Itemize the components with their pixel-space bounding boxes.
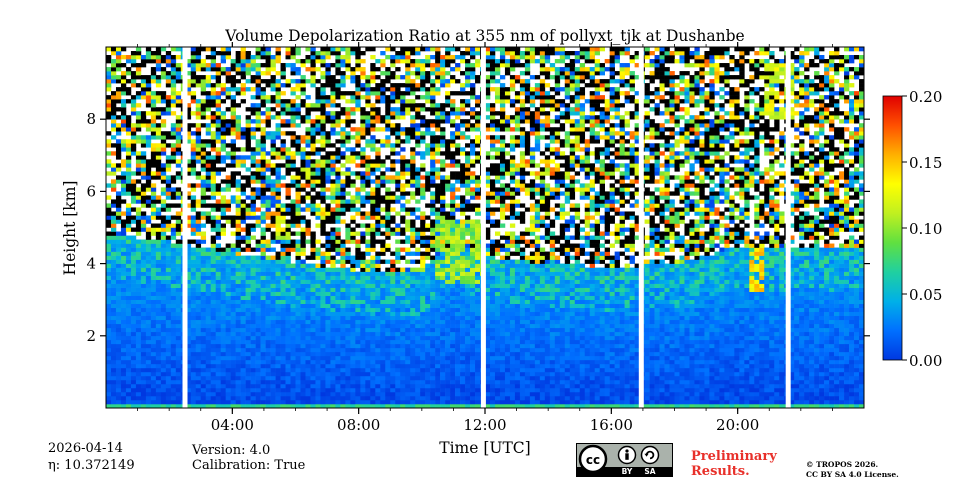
eta-label: η: 10.372149 [48, 458, 135, 473]
colorbar-tick-label: 0.15 [909, 154, 942, 172]
date-label: 2026-04-14 [48, 441, 123, 456]
sa-icon [640, 445, 660, 465]
x-axis-ticks: 04:00 08:00 12:00 16:00 20:00 [137, 42, 833, 434]
plot-area [106, 47, 865, 409]
cc-by-sa-badge: cc BY SA [576, 443, 673, 477]
y-axis-label: Height [km] [61, 181, 79, 276]
x-axis-label: Time [UTC] [439, 439, 530, 457]
sa-text: SA [644, 467, 655, 476]
data-gaps [182, 47, 791, 408]
preliminary-results-label: Preliminary Results. [691, 449, 777, 479]
preliminary-line-2: Results. [691, 464, 750, 479]
data-gap [785, 47, 791, 408]
cc-icon [578, 444, 608, 474]
y-tick-label: 8 [86, 110, 96, 128]
x-tick-label: 20:00 [716, 416, 759, 434]
cc-text: cc [586, 453, 600, 467]
license-label: © TROPOS 2026. CC BY SA 4.0 License. [806, 460, 899, 480]
y-axis-ticks: 2 4 6 8 [86, 110, 870, 345]
preliminary-line-1: Preliminary [691, 449, 777, 464]
data-gap [480, 47, 486, 408]
colorbar-tick-label: 0.00 [909, 352, 942, 370]
by-text: BY [622, 467, 633, 476]
calibration-label: Calibration: True [192, 458, 306, 473]
y-tick-label: 2 [86, 327, 96, 345]
colorbar-ticks: 0.00 0.05 0.10 0.15 0.20 [902, 88, 942, 370]
x-tick-label: 08:00 [337, 416, 380, 434]
colorbar [882, 95, 903, 361]
license-line-1: © TROPOS 2026. [806, 460, 879, 469]
version-label: Version: 4.0 [192, 443, 271, 458]
x-tick-label: 12:00 [463, 416, 506, 434]
license-line-2: CC BY SA 4.0 License. [806, 470, 899, 479]
colorbar-tick-label: 0.05 [909, 286, 942, 304]
colorbar-tick-label: 0.20 [909, 88, 942, 106]
colorbar-tick-label: 0.10 [909, 220, 942, 238]
y-tick-label: 4 [86, 255, 96, 273]
data-gap [182, 47, 188, 408]
x-tick-label: 16:00 [590, 416, 633, 434]
x-tick-label: 04:00 [211, 416, 254, 434]
chart-title: Volume Depolarization Ratio at 355 nm of… [224, 27, 744, 45]
y-tick-label: 6 [86, 182, 96, 200]
data-gap [638, 47, 644, 408]
